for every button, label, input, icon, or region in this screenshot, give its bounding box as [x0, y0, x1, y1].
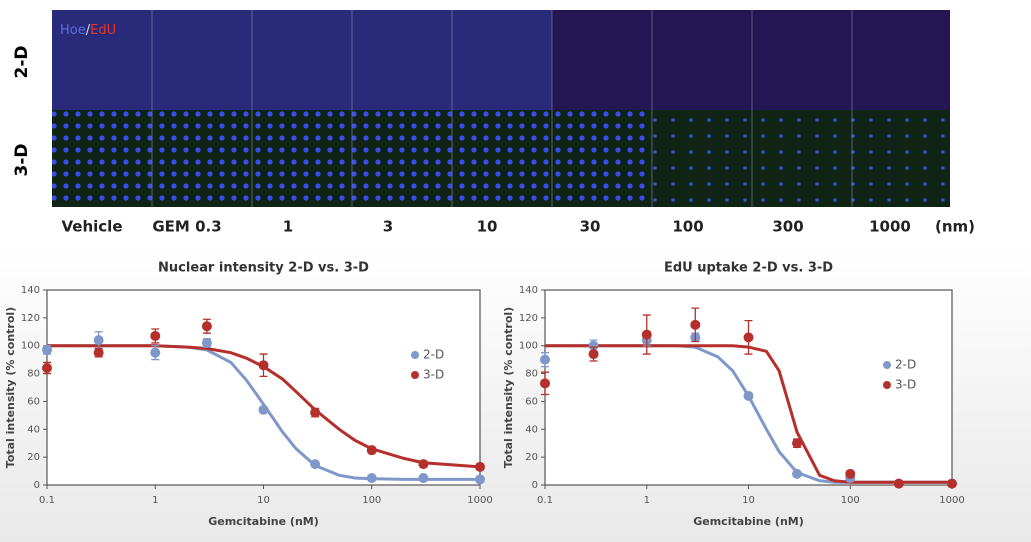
y-tick-label: 120 [21, 313, 40, 324]
y-axis-label: Total intensity (% control) [502, 307, 515, 468]
column-label: 1 [283, 218, 293, 236]
point [893, 478, 904, 489]
point [743, 332, 754, 343]
column-label: 30 [580, 218, 601, 236]
x-tick-label: 10 [257, 495, 270, 506]
x-axis-label: Gemcitabine (nM) [693, 515, 804, 528]
point [947, 478, 957, 489]
y-tick-label: 0 [34, 480, 40, 491]
point [310, 459, 321, 470]
point [588, 340, 599, 351]
column-labels: Vehicle GEM 0.3 1 3 10 30 100 300 1000 [62, 218, 911, 236]
stain-sep: / [86, 23, 91, 38]
legend-label: 2-D [423, 348, 444, 362]
stain-edu: EdU [90, 23, 116, 38]
point [418, 473, 429, 484]
point [201, 321, 212, 332]
legend-marker [411, 371, 419, 379]
legend-marker [883, 361, 891, 369]
legend-label: 3-D [423, 368, 444, 382]
chart: Nuclear intensity 2-D vs. 3-D Gemcitabine… [4, 261, 493, 529]
x-tick-label: 100 [362, 495, 381, 506]
point [540, 354, 550, 365]
stain-label: Hoe/EdU [60, 23, 116, 38]
chart-title: EdU uptake 2-D vs. 3-D [664, 261, 833, 276]
y-axis-label: Total intensity (% control) [4, 307, 17, 468]
column-label: Vehicle [62, 218, 123, 236]
point [201, 337, 212, 348]
row-3d-nuclei-sparse [652, 110, 950, 207]
micrograph: Hoe/EdU [52, 10, 950, 207]
legend-marker [883, 381, 891, 389]
column-label: 300 [772, 218, 803, 236]
point [475, 461, 485, 472]
point [475, 474, 485, 485]
column-label: 100 [672, 218, 703, 236]
point [588, 349, 599, 360]
legend-label: 3-D [895, 378, 916, 392]
chart-title: Nuclear intensity 2-D vs. 3-D [158, 261, 369, 276]
point [641, 329, 652, 340]
fit-curve [545, 344, 952, 484]
y-tick-label: 20 [27, 452, 40, 463]
y-tick-label: 80 [27, 369, 40, 380]
row-2d-dim [552, 10, 950, 110]
y-tick-label: 100 [519, 341, 538, 352]
column-label: 10 [477, 218, 498, 236]
row-label: 3-D [12, 144, 32, 177]
y-tick-label: 140 [519, 285, 538, 296]
x-axis-label: Gemcitabine (nM) [208, 515, 319, 528]
y-tick-label: 60 [27, 396, 40, 407]
point [310, 407, 321, 418]
stain-hoe: Hoe [60, 23, 86, 38]
point [690, 319, 701, 330]
point [743, 390, 754, 401]
point [418, 459, 429, 470]
y-tick-label: 100 [21, 341, 40, 352]
row-label: 2-D [12, 46, 32, 79]
chart: EdU uptake 2-D vs. 3-D Gemcitabine (nM) To… [502, 261, 965, 529]
point [540, 378, 550, 389]
y-tick-label: 0 [532, 480, 538, 491]
x-tick-label: 1000 [467, 495, 492, 506]
y-tick-label: 80 [525, 369, 538, 380]
column-label: GEM 0.3 [152, 218, 221, 236]
column-label: 3 [383, 218, 393, 236]
point [366, 445, 377, 456]
y-tick-label: 20 [525, 452, 538, 463]
x-tick-label: 10 [742, 495, 755, 506]
y-tick-label: 60 [525, 396, 538, 407]
y-tick-label: 40 [525, 424, 538, 435]
x-tick-label: 1000 [939, 495, 964, 506]
x-tick-label: 0.1 [537, 495, 553, 506]
point [93, 335, 104, 346]
point [845, 468, 856, 479]
legend-label: 2-D [895, 358, 916, 372]
x-tick-label: 1 [152, 495, 158, 506]
plot-area [544, 289, 953, 486]
point [150, 330, 161, 341]
x-tick-label: 0.1 [39, 495, 55, 506]
point [258, 360, 269, 371]
column-label: 1000 [869, 218, 911, 236]
y-tick-label: 140 [21, 285, 40, 296]
plot-area [46, 289, 481, 486]
fit-curve [47, 344, 481, 469]
unit-label: (nm) [935, 218, 975, 236]
x-tick-label: 100 [841, 495, 860, 506]
point [42, 344, 52, 355]
y-tick-label: 40 [27, 424, 40, 435]
point [42, 363, 52, 373]
legend-marker [411, 351, 419, 359]
point [792, 468, 803, 479]
point [366, 473, 377, 484]
x-tick-label: 1 [644, 495, 650, 506]
point [258, 404, 269, 415]
point [93, 347, 104, 358]
point [150, 347, 161, 358]
y-tick-label: 120 [519, 313, 538, 324]
point [792, 438, 803, 449]
